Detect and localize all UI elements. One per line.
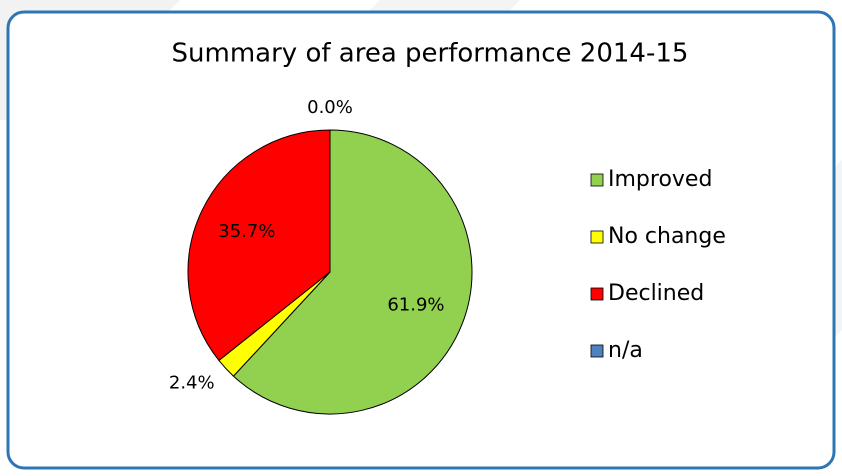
data-label: 61.9% <box>387 295 444 316</box>
legend-swatch <box>590 173 604 187</box>
pie-slice <box>187 129 331 362</box>
chart-title: Summary of area performance 2014-15 <box>172 39 689 69</box>
legend-label: No change <box>608 224 726 249</box>
legend-label: Improved <box>608 167 712 192</box>
legend-swatch <box>590 230 604 244</box>
data-label: 2.4% <box>169 373 215 394</box>
data-label: 35.7% <box>218 221 275 242</box>
legend-label: Declined <box>608 281 704 306</box>
pie-slice <box>232 129 473 415</box>
legend-swatch <box>590 287 604 301</box>
legend-swatch <box>590 344 604 358</box>
data-label: 0.0% <box>307 97 353 118</box>
legend-label: n/a <box>608 338 643 363</box>
